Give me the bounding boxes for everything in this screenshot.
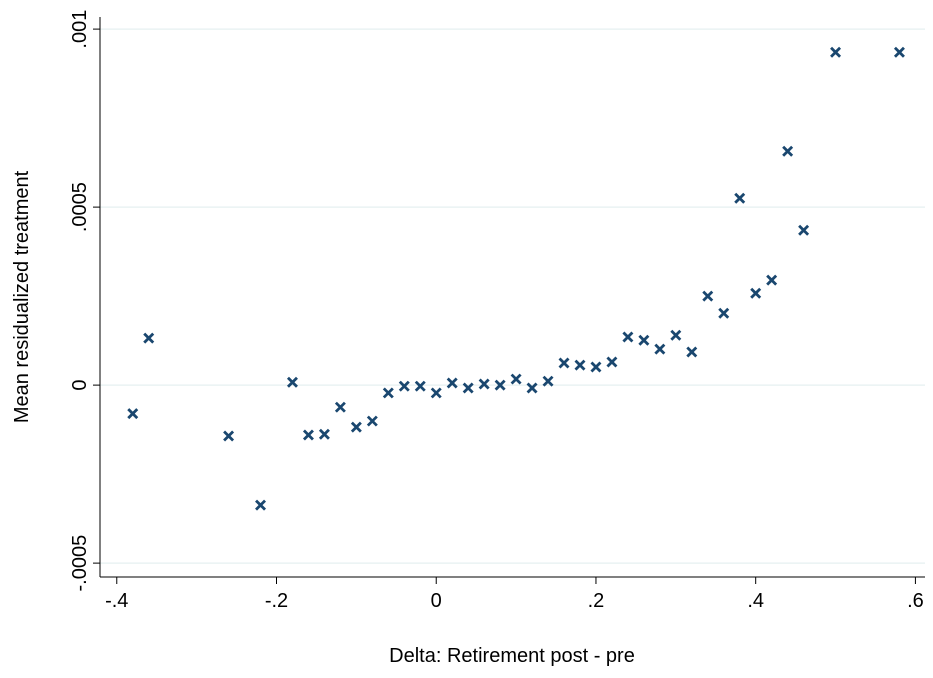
point	[622, 331, 634, 343]
point	[893, 46, 905, 58]
marker-stroke	[318, 428, 330, 440]
point	[718, 307, 730, 319]
point	[798, 224, 810, 236]
point	[494, 379, 506, 391]
point	[430, 387, 442, 399]
point	[127, 408, 139, 420]
marker-stroke	[223, 430, 235, 442]
marker-stroke	[590, 361, 602, 373]
marker-stroke	[382, 387, 394, 399]
marker-stroke	[702, 290, 714, 302]
point	[526, 382, 538, 394]
x-tick-label: .6	[907, 590, 924, 612]
point	[446, 377, 458, 389]
y-tick-label: .0005	[69, 182, 91, 232]
x-tick-label: .2	[588, 590, 605, 612]
marker-stroke	[606, 356, 618, 368]
point	[318, 428, 330, 440]
marker-stroke	[414, 380, 426, 392]
y-tick-label: 0	[69, 380, 91, 391]
point	[766, 274, 778, 286]
point	[366, 415, 378, 427]
y-axis-title: Mean residualized treatment	[11, 170, 33, 423]
x-axis-title: Delta: Retirement post - pre	[389, 645, 635, 667]
point	[334, 401, 346, 413]
marker-stroke	[334, 401, 346, 413]
marker-stroke	[302, 429, 314, 441]
point	[590, 361, 602, 373]
marker-stroke	[766, 274, 778, 286]
marker-stroke	[526, 382, 538, 394]
marker-stroke	[542, 375, 554, 387]
marker-stroke	[830, 46, 842, 58]
point	[558, 357, 570, 369]
marker-stroke	[398, 380, 410, 392]
y-tick-label: .001	[69, 10, 91, 49]
point	[734, 192, 746, 204]
point	[702, 290, 714, 302]
point	[478, 378, 490, 390]
x-tick-label: .4	[747, 590, 764, 612]
point	[255, 499, 267, 511]
marker-stroke	[750, 287, 762, 299]
point	[686, 346, 698, 358]
marker-stroke	[350, 421, 362, 433]
marker-stroke	[734, 192, 746, 204]
point	[398, 380, 410, 392]
point	[750, 287, 762, 299]
point	[654, 343, 666, 355]
marker-stroke	[686, 346, 698, 358]
x-tick-label: -.2	[265, 590, 288, 612]
marker-stroke	[622, 331, 634, 343]
marker-stroke	[510, 373, 522, 385]
marker-stroke	[798, 224, 810, 236]
marker-stroke	[430, 387, 442, 399]
marker-stroke	[558, 357, 570, 369]
marker-stroke	[478, 378, 490, 390]
point	[510, 373, 522, 385]
marker-stroke	[286, 376, 298, 388]
point	[286, 376, 298, 388]
marker-stroke	[638, 334, 650, 346]
marker-stroke	[718, 307, 730, 319]
marker-stroke	[494, 379, 506, 391]
point	[302, 429, 314, 441]
marker-stroke	[446, 377, 458, 389]
point	[670, 329, 682, 341]
marker-stroke	[462, 382, 474, 394]
marker-stroke	[255, 499, 267, 511]
marker-stroke	[654, 343, 666, 355]
point	[414, 380, 426, 392]
marker-stroke	[127, 408, 139, 420]
marker-stroke	[670, 329, 682, 341]
point	[574, 359, 586, 371]
point	[462, 382, 474, 394]
point	[223, 430, 235, 442]
y-tick-label: -.0005	[69, 535, 91, 592]
point	[606, 356, 618, 368]
point	[542, 375, 554, 387]
x-tick-label: -.4	[105, 590, 128, 612]
marker-stroke	[143, 332, 155, 344]
point	[782, 145, 794, 157]
marker-stroke	[574, 359, 586, 371]
point	[638, 334, 650, 346]
x-tick-label: 0	[431, 590, 442, 612]
marker-stroke	[893, 46, 905, 58]
point	[143, 332, 155, 344]
marker-stroke	[782, 145, 794, 157]
point	[350, 421, 362, 433]
point	[382, 387, 394, 399]
point	[830, 46, 842, 58]
marker-stroke	[366, 415, 378, 427]
